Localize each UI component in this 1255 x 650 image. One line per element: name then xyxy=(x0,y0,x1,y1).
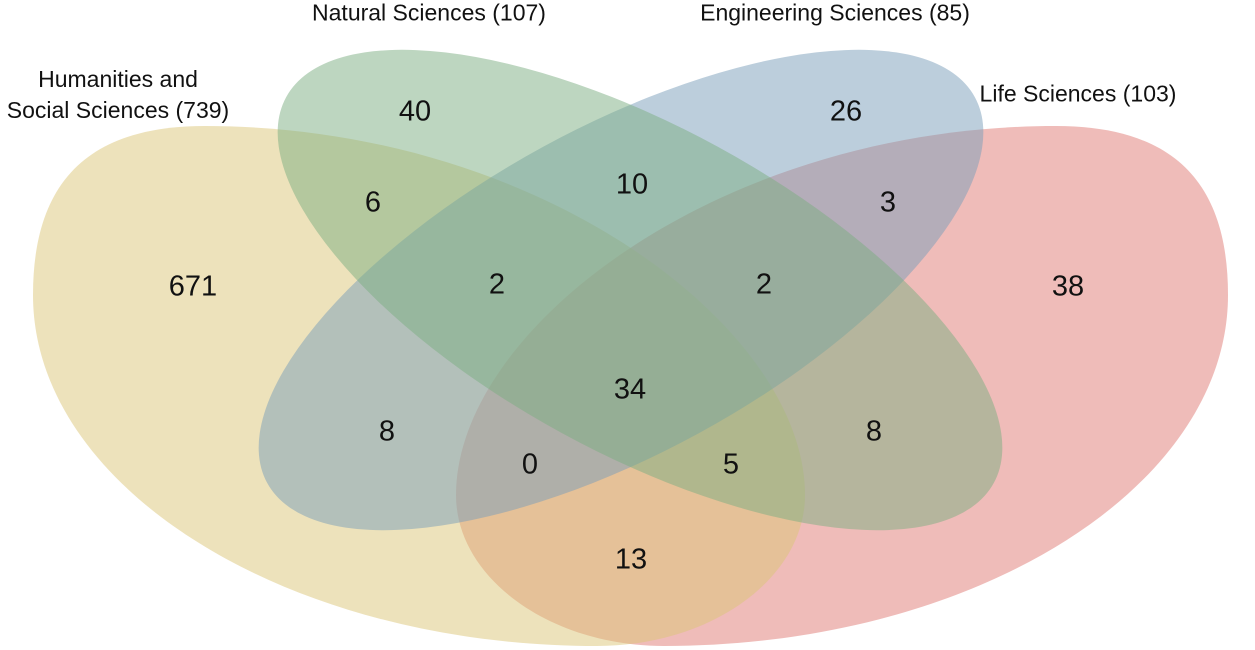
region-count-all-four: 34 xyxy=(613,373,647,406)
venn-ellipse-natural-sciences xyxy=(277,49,1003,531)
region-count-engineering-only: 26 xyxy=(829,95,863,128)
set-label-natural-line1: Natural Sciences (107) xyxy=(312,0,546,26)
set-label-life-sciences: Life Sciences (103) xyxy=(980,79,1177,110)
region-count-humanities-only: 671 xyxy=(168,270,218,303)
region-count-nat-eng: 10 xyxy=(615,168,649,201)
region-count-hum-nat-eng: 2 xyxy=(488,268,506,301)
region-count-nat-eng-life: 2 xyxy=(755,268,773,301)
set-label-life-line1: Life Sciences (103) xyxy=(979,80,1177,107)
set-label-engineering-line1: Engineering Sciences (85) xyxy=(700,0,970,26)
region-count-hum-eng: 8 xyxy=(378,415,396,448)
region-count-natural-only: 40 xyxy=(398,95,432,128)
region-count-eng-life: 3 xyxy=(879,186,897,219)
region-count-nat-life: 8 xyxy=(865,415,883,448)
set-label-natural-sciences: Natural Sciences (107) xyxy=(312,0,546,29)
region-count-life-only: 38 xyxy=(1051,270,1085,303)
set-label-engineering-sciences: Engineering Sciences (85) xyxy=(700,0,970,29)
region-count-hum-nat-life: 5 xyxy=(722,448,740,481)
region-count-hum-eng-life: 0 xyxy=(521,448,539,481)
region-count-hum-nat: 6 xyxy=(364,186,382,219)
set-label-humanities-line2: Social Sciences (739) xyxy=(6,97,230,123)
region-count-hum-life: 13 xyxy=(614,543,648,576)
set-label-humanities: Humanities and Social Sciences (739) xyxy=(7,64,229,126)
set-label-humanities-line1: Humanities and xyxy=(38,66,198,92)
